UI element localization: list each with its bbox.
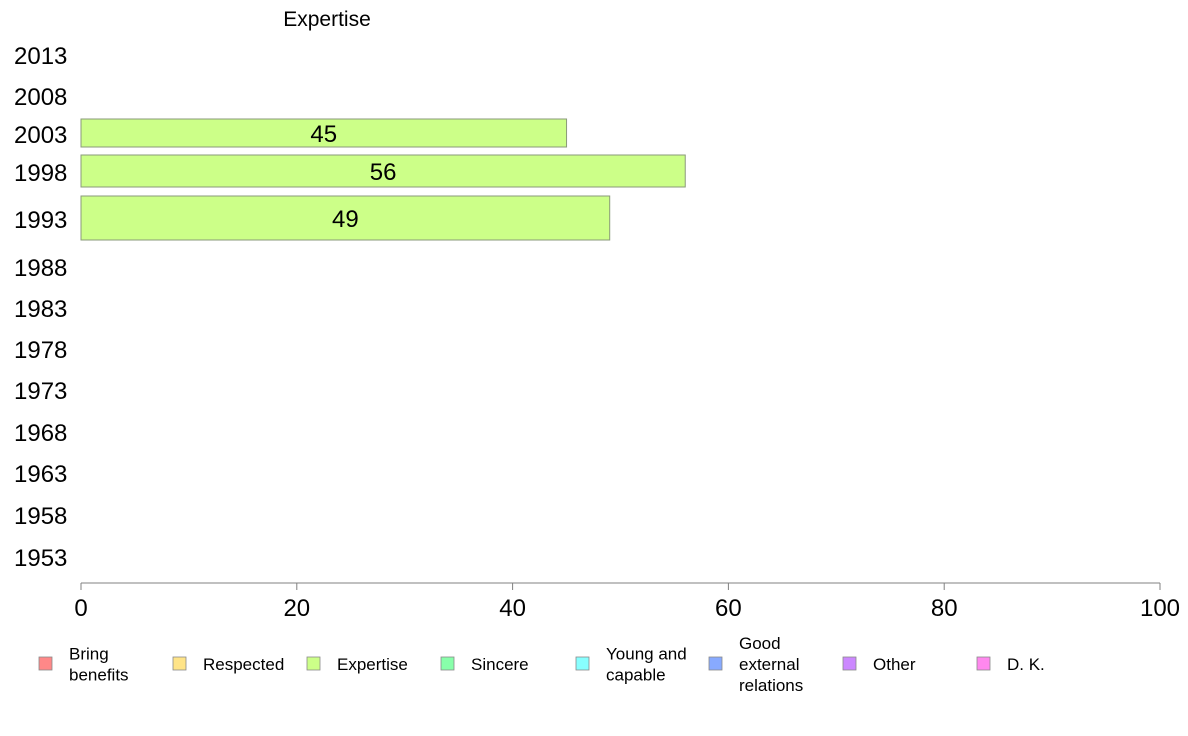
legend-label-5: Good external relations	[739, 634, 803, 695]
category-label-1973: 1973	[14, 378, 67, 405]
bar-1993	[80, 195, 611, 241]
bar-value-label-1998: 56	[370, 159, 397, 186]
category-label-2003: 2003	[14, 122, 67, 149]
category-label-1988: 1988	[14, 255, 67, 282]
category-label-1953: 1953	[14, 545, 67, 572]
bars: 45 56 49	[80, 118, 686, 241]
legend-swatch-2	[306, 656, 321, 671]
legend-swatch-7	[976, 656, 991, 671]
chart-title: Expertise	[283, 8, 371, 31]
category-label-2013: 2013	[14, 43, 67, 70]
legend-label-2: Expertise	[337, 655, 408, 674]
category-label-1958: 1958	[14, 503, 67, 530]
bar-2003	[80, 118, 568, 148]
bar-1998	[80, 154, 686, 188]
x-tick-label-60: 60	[715, 595, 742, 622]
legend-swatch-0	[38, 656, 53, 671]
x-tick-label-0: 0	[74, 595, 87, 622]
category-label-2008: 2008	[14, 84, 67, 111]
bar-value-label-1993: 49	[332, 206, 359, 233]
legend-swatch-5	[708, 656, 723, 671]
legend-swatch-4	[575, 656, 590, 671]
legend-label-6: Other	[873, 655, 916, 674]
x-tick-label-40: 40	[499, 595, 526, 622]
x-tick-label-20: 20	[283, 595, 310, 622]
category-label-1983: 1983	[14, 296, 67, 323]
x-tick-label-100: 100	[1140, 595, 1180, 622]
category-label-1993: 1993	[14, 207, 67, 234]
legend-label-1: Respected	[203, 655, 284, 674]
legend: Bring benefits Respected Expertise Sincere Yo…	[38, 634, 1045, 695]
x-axis: 0 20 40 60 80 100	[74, 582, 1180, 622]
legend-swatch-1	[172, 656, 187, 671]
category-label-1963: 1963	[14, 461, 67, 488]
category-labels: 2013 2008 2003 1998 1993 1988 1983 1978 1973 1968…	[14, 43, 67, 572]
legend-label-3: Sincere	[471, 655, 529, 674]
x-tick-label-80: 80	[931, 595, 958, 622]
category-label-1998: 1998	[14, 160, 67, 187]
legend-label-4: Young and capable	[606, 645, 687, 685]
legend-swatch-3	[440, 656, 455, 671]
legend-label-7: D. K.	[1007, 655, 1045, 674]
legend-swatch-6	[842, 656, 857, 671]
bar-value-label-2003: 45	[310, 121, 337, 148]
category-label-1968: 1968	[14, 420, 67, 447]
legend-label-0: Bring benefits	[69, 645, 129, 685]
category-label-1978: 1978	[14, 337, 67, 364]
